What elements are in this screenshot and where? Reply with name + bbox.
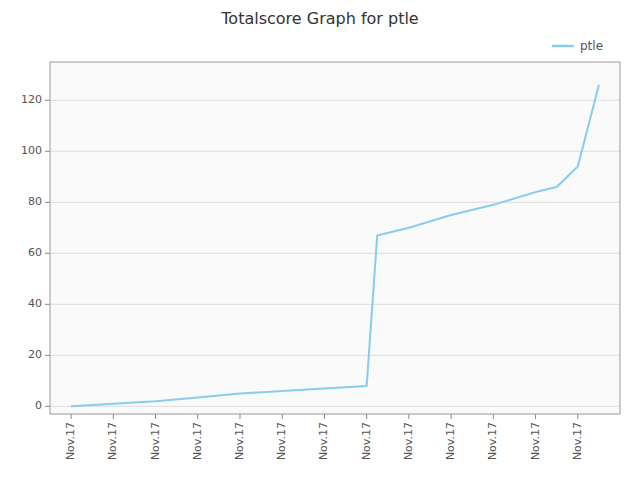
plot-frame [50,62,620,414]
x-tick [197,414,198,419]
y-tick [45,100,50,101]
legend-swatch [552,45,574,48]
x-tick [577,414,578,419]
chart-title: Totalscore Graph for ptle [220,9,418,28]
y-tick [45,355,50,356]
y-grid-line [50,151,620,152]
y-tick [45,406,50,407]
x-tick-label: Nov.17 [571,422,584,460]
x-tick [240,414,241,419]
y-grid-line [50,304,620,305]
y-grid-line [50,355,620,356]
series-group [71,85,599,406]
x-tick-label: Nov.17 [64,422,77,460]
chart-container: 020406080100120Nov.17Nov.17Nov.17Nov.17N… [0,0,640,480]
x-tick [535,414,536,419]
x-tick [113,414,114,419]
x-tick-label: Nov.17 [191,422,204,460]
legend-label: ptle [580,39,603,53]
y-tick-label: 80 [28,195,42,208]
y-tick [45,151,50,152]
x-tick [324,414,325,419]
y-axis: 0 20 40 60 80 100 120 [21,93,620,412]
plot-background [50,62,620,414]
y-tick-label: 40 [28,297,42,310]
x-tick-label: Nov.17 [317,422,330,460]
legend: ptle [552,39,603,53]
x-tick [408,414,409,419]
y-grid-line [50,253,620,254]
x-tick-label: Nov.17 [444,422,457,460]
y-tick [45,304,50,305]
y-tick-label: 0 [35,399,42,412]
x-axis: Nov.17 Nov.17 Nov.17 Nov.17 Nov.17 Nov.17 Nov.… [64,414,584,460]
y-tick [45,253,50,254]
x-tick-label: Nov.17 [360,422,373,460]
x-tick-label: Nov.17 [402,422,415,460]
y-tick-label: 100 [21,144,42,157]
x-tick [71,414,72,419]
x-tick [451,414,452,419]
x-tick-label: Nov.17 [233,422,246,460]
x-tick-label: Nov.17 [529,422,542,460]
x-tick-label: Nov.17 [486,422,499,460]
x-tick-label: Nov.17 [275,422,288,460]
y-tick [45,202,50,203]
x-tick [366,414,367,419]
chart: 020406080100120Nov.17Nov.17Nov.17Nov.17N… [0,0,640,480]
y-tick-label: 20 [28,348,42,361]
x-tick-label: Nov.17 [106,422,119,460]
y-grid-line [50,202,620,203]
y-grid-line [50,406,620,407]
x-tick [282,414,283,419]
y-grid-line [50,100,620,101]
x-tick-label: Nov.17 [149,422,162,460]
series-line [71,85,599,406]
x-tick [155,414,156,419]
y-tick-label: 60 [28,246,42,259]
x-tick [493,414,494,419]
y-tick-label: 120 [21,93,42,106]
